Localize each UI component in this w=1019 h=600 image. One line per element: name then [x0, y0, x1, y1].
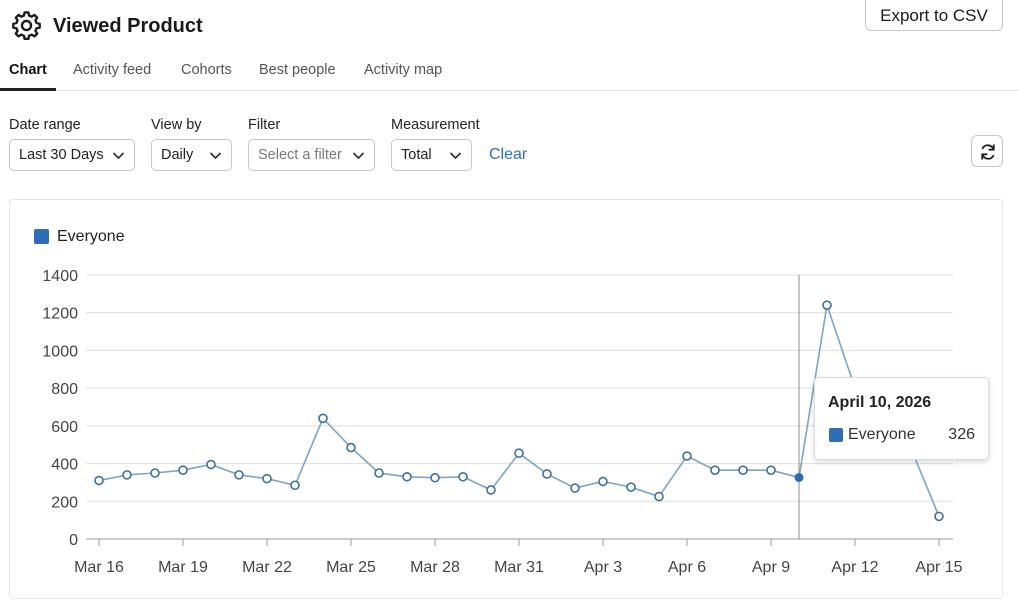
legend-label[interactable]: Everyone	[57, 228, 125, 245]
y-tick-label: 800	[51, 381, 78, 398]
data-point	[738, 465, 748, 475]
y-tick-label: 1400	[42, 268, 78, 285]
tooltip-date: April 10, 2026	[828, 394, 932, 411]
refresh-button[interactable]	[971, 135, 1003, 167]
data-point	[262, 473, 272, 484]
data-point	[206, 459, 216, 470]
y-tick-label: 1200	[42, 306, 78, 323]
tab-cohorts[interactable]: Cohorts	[181, 62, 232, 78]
data-point	[374, 468, 384, 478]
page-title: Viewed Product	[53, 15, 203, 37]
data-point	[122, 470, 132, 480]
x-tick-label: Mar 16	[74, 559, 124, 576]
clear-filters-link[interactable]: Clear	[489, 146, 528, 163]
date-range-value: Last 30 Days	[19, 147, 104, 163]
data-point	[402, 471, 412, 482]
tooltip-series: Everyone	[848, 426, 916, 443]
y-tick-label: 400	[51, 457, 78, 474]
view-by-value: Daily	[161, 147, 194, 163]
chevron-down-icon	[352, 152, 365, 160]
data-point	[822, 300, 832, 310]
filter-placeholder: Select a filter	[258, 147, 342, 163]
header: Viewed Product Export to CSV	[0, 0, 1019, 50]
x-tick-label: Apr 6	[668, 559, 706, 576]
tooltip-value: 326	[948, 426, 975, 443]
active-tab-indicator	[0, 88, 56, 91]
tab-activity-map[interactable]: Activity map	[364, 62, 443, 78]
data-point	[290, 480, 300, 491]
data-point	[654, 491, 664, 502]
data-point	[598, 476, 608, 487]
data-point	[178, 465, 188, 475]
data-point	[346, 442, 356, 453]
x-tick-label: Mar 25	[326, 559, 376, 576]
data-point	[486, 485, 496, 495]
chevron-down-icon	[112, 152, 125, 160]
y-tick-label: 200	[51, 494, 78, 511]
view-by-label: View by	[151, 117, 202, 133]
data-point	[934, 511, 944, 522]
y-tick-label: 0	[69, 532, 78, 549]
filter-label: Filter	[248, 117, 281, 133]
data-point	[458, 471, 468, 482]
tab-activity-feed[interactable]: Activity feed	[73, 62, 152, 78]
data-point	[94, 475, 104, 486]
x-tick-label: Mar 28	[410, 559, 460, 576]
chevron-down-icon	[209, 152, 222, 160]
view-by-select[interactable]: Daily	[151, 139, 232, 171]
chart-tooltip: April 10, 2026 Everyone 326	[814, 377, 989, 460]
data-point-active	[794, 473, 804, 483]
gear-icon	[12, 11, 41, 41]
data-point	[514, 448, 524, 459]
legend-swatch	[34, 229, 49, 244]
measurement-value: Total	[401, 147, 432, 163]
date-range-select[interactable]: Last 30 Days	[9, 139, 135, 171]
y-tick-label: 600	[51, 419, 78, 436]
x-tick-label: Apr 3	[584, 559, 622, 576]
data-point	[626, 482, 636, 492]
data-point	[150, 468, 160, 478]
tooltip-swatch	[829, 428, 843, 442]
tab-chart[interactable]: Chart	[9, 62, 47, 78]
date-range-label: Date range	[9, 117, 81, 133]
x-tick-label: Apr 12	[831, 559, 878, 576]
data-point	[766, 465, 776, 475]
data-point	[682, 451, 692, 461]
x-tick-label: Apr 9	[752, 559, 790, 576]
y-tick-label: 1000	[42, 343, 78, 360]
tab-bar: Chart Activity feed Cohorts Best people …	[0, 50, 1019, 91]
data-point	[710, 465, 720, 475]
x-tick-label: Mar 31	[494, 559, 544, 576]
data-point	[430, 472, 440, 483]
measurement-label: Measurement	[391, 117, 480, 133]
x-tick-label: Apr 15	[915, 559, 962, 576]
data-point	[234, 470, 244, 480]
filter-select[interactable]: Select a filter	[248, 139, 375, 171]
data-point	[570, 483, 580, 493]
data-point	[542, 469, 552, 479]
refresh-icon	[981, 144, 995, 160]
series-line	[98, 304, 940, 517]
data-point	[318, 413, 328, 424]
tab-best-people[interactable]: Best people	[259, 62, 336, 78]
measurement-select[interactable]: Total	[391, 139, 472, 171]
x-tick-label: Mar 22	[242, 559, 292, 576]
export-csv-button[interactable]: Export to CSV	[865, 0, 1003, 31]
x-tick-label: Mar 19	[158, 559, 208, 576]
chevron-down-icon	[449, 152, 462, 160]
